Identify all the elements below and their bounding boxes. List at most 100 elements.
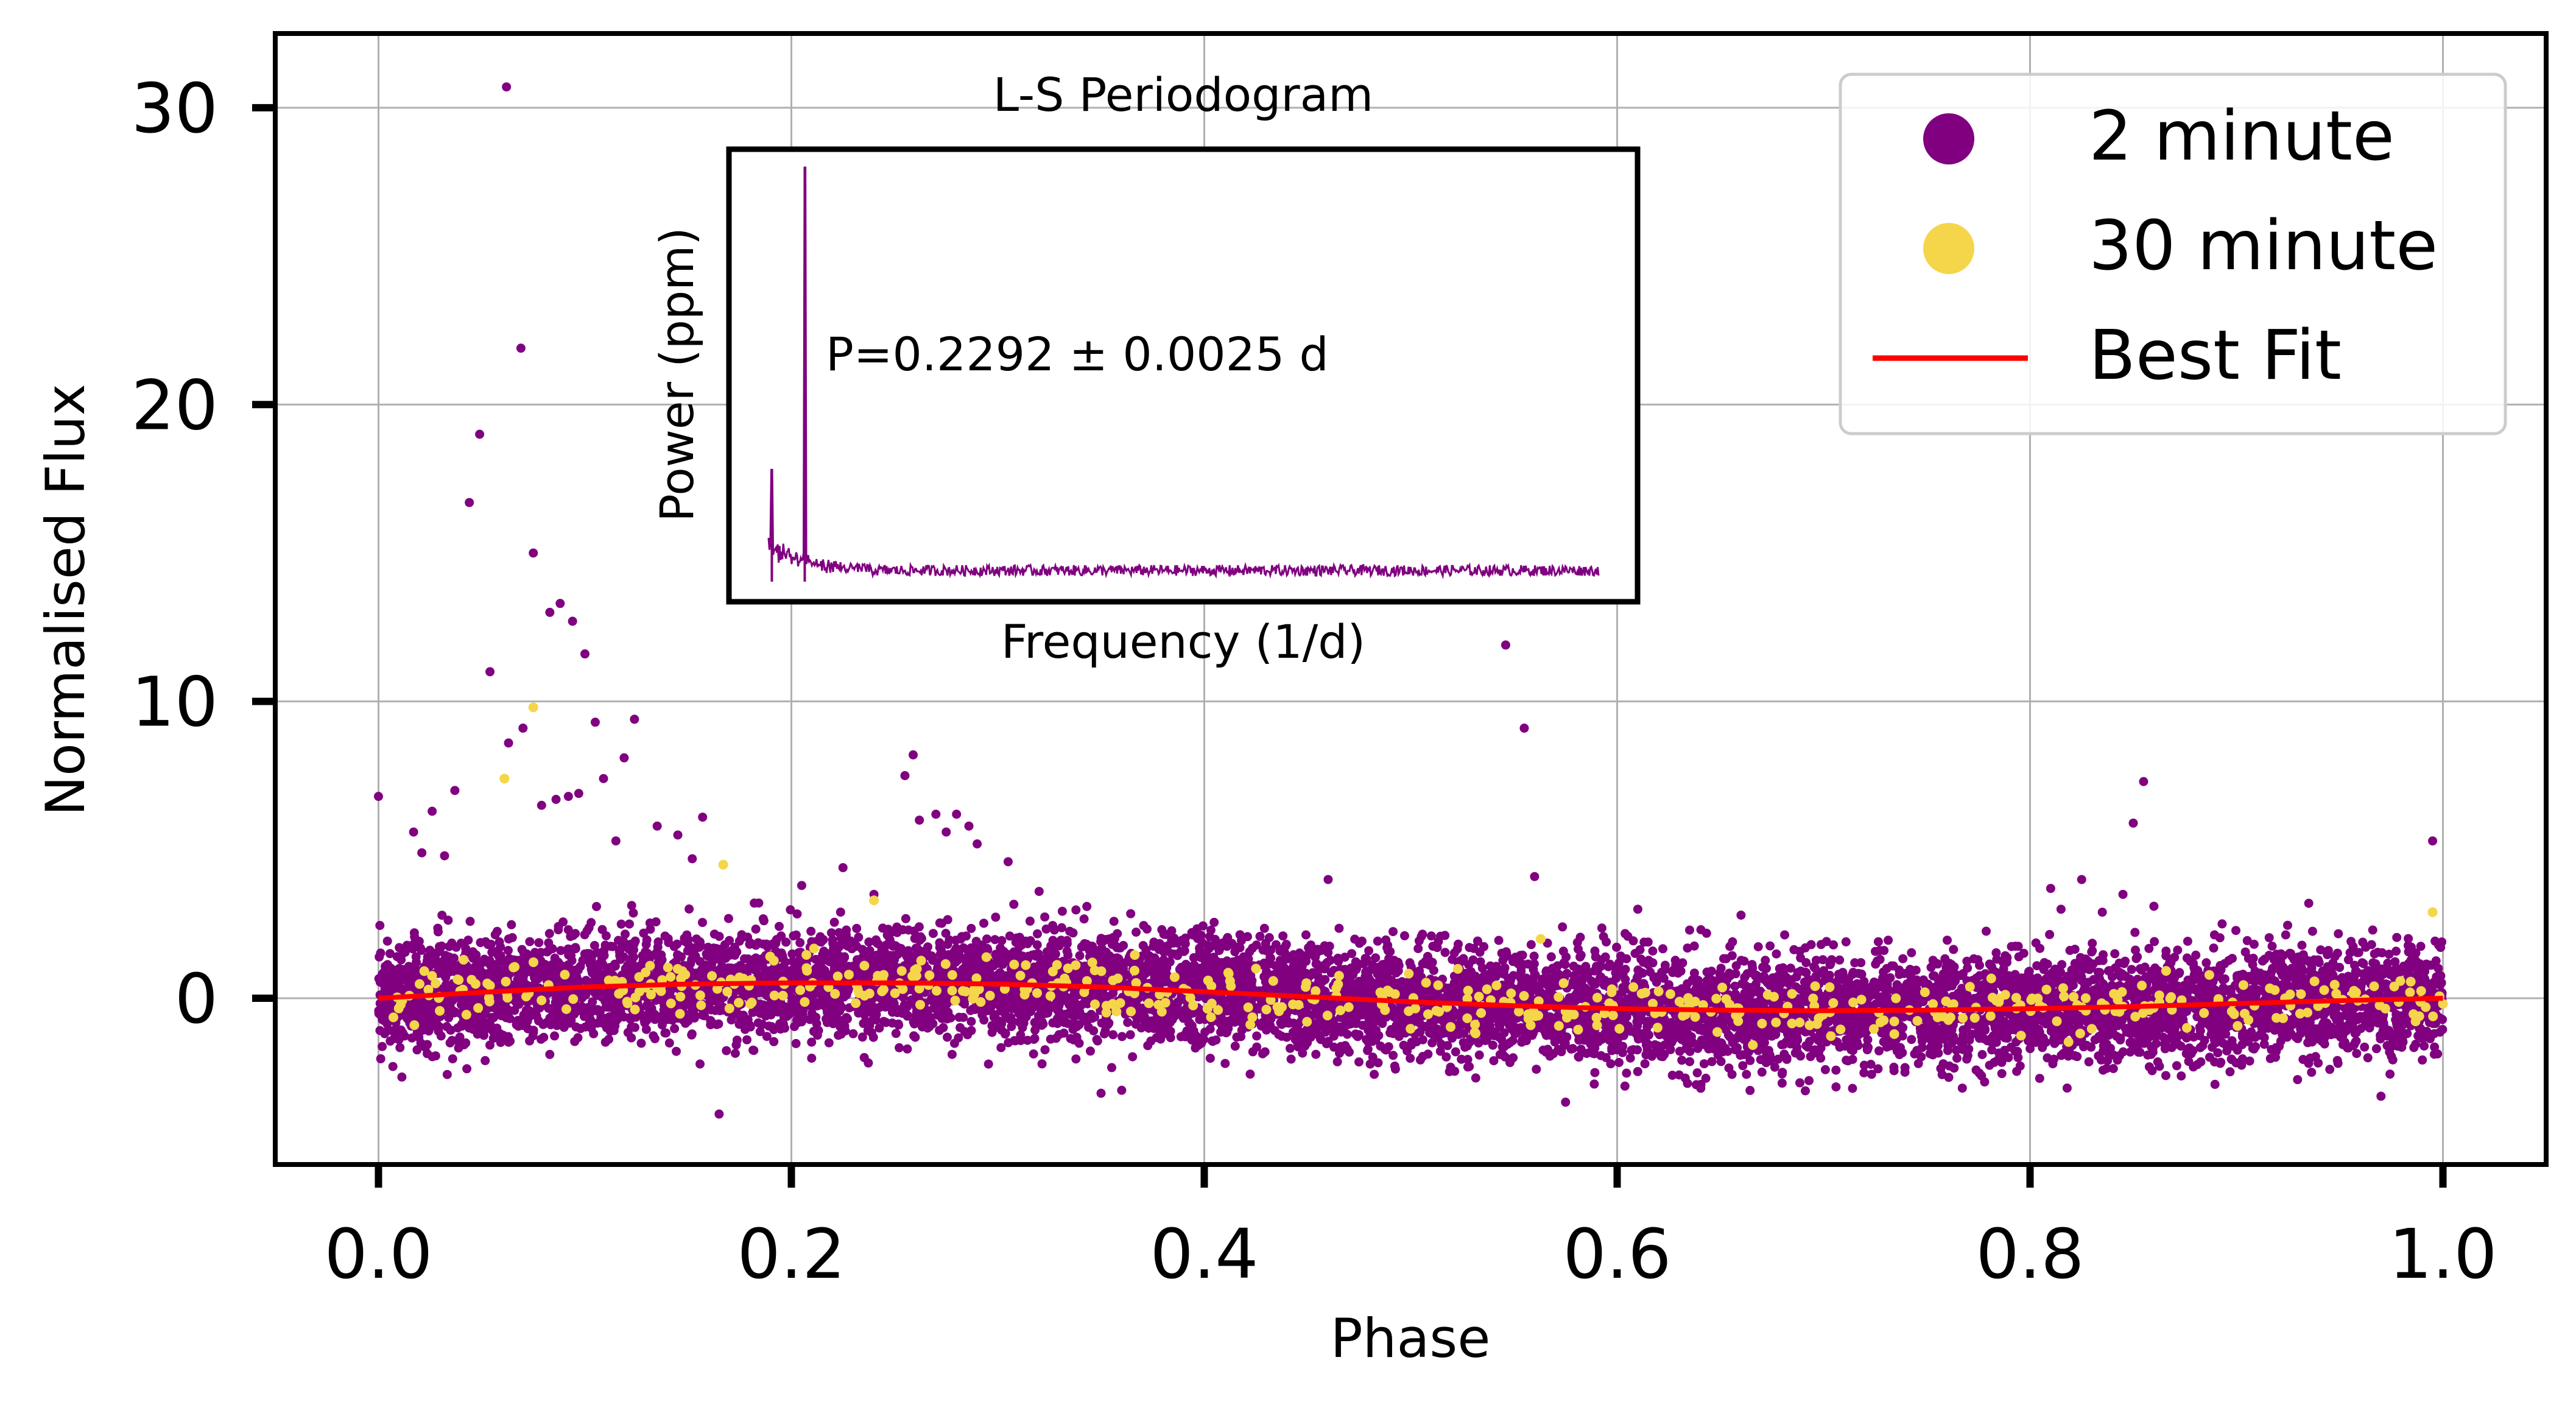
data-point-2-minute [536,1034,546,1044]
data-point-2-minute [2057,960,2067,970]
data-point-2-minute [1463,1055,1473,1064]
data-point-2-minute [504,946,513,955]
data-point-2-minute [873,939,882,948]
data-point-2-minute [1625,1053,1635,1063]
data-point-2-minute [1859,1068,1869,1077]
data-point-2-minute [836,907,845,917]
data-point-2-minute [943,940,952,950]
data-point-2-minute [2210,1079,2220,1089]
data-point-2-minute [2172,1061,2181,1071]
data-point-2-minute [2035,1074,2044,1084]
data-point-2-minute [1826,959,1835,968]
data-point-2-minute [639,1016,649,1026]
data-point-2-minute [1474,1050,1484,1060]
data-point-2-minute [2376,1031,2385,1040]
data-point-2-minute [672,939,682,949]
data-point-2-minute [2325,1065,2335,1074]
data-point-2-minute [599,946,609,956]
data-point-2-minute [1775,964,1784,973]
data-point-2-minute [1949,1063,1959,1073]
data-point-2-minute [1738,1061,1748,1071]
data-point-2-minute [1572,938,1582,947]
data-point-2-minute [2112,1032,2122,1041]
data-point-2-minute [550,1031,560,1041]
data-point-2-minute [1259,923,1269,933]
data-point-2-minute [1040,912,1050,922]
data-point-2-minute [1146,1036,1156,1046]
data-point-2-minute [1205,1024,1215,1034]
data-point-2-minute [1494,936,1504,945]
data-point-2-minute [2371,1044,2381,1054]
data-point-2-minute [534,938,544,948]
data-point-2-minute [2161,1071,2170,1080]
data-point-2-minute [2062,1084,2072,1093]
data-point-2-minute [2418,1055,2427,1065]
data-point-2-minute [1209,917,1219,927]
data-point-2-minute [2225,1067,2235,1077]
data-point-2-minute [1286,1054,1296,1064]
data-point-2-minute [1997,1069,2007,1079]
data-point-2-minute [2031,938,2041,948]
data-point-2-minute [1707,1057,1717,1066]
data-point-2-minute [462,1064,472,1074]
data-point-2-minute [1559,958,1569,968]
data-point-2-minute [1441,1052,1451,1062]
data-point-2-minute [1597,923,1606,933]
data-point-2-minute [432,948,442,957]
data-point-2-minute [621,929,630,939]
data-point-2-minute [571,943,580,953]
data-point-2-minute [943,1032,952,1042]
data-point-2-minute [1962,1024,1971,1034]
data-point-2-minute [923,942,932,952]
data-point-2-minute [795,938,805,948]
data-point-2-minute [695,1059,705,1069]
data-point-2-minute [1166,1033,1175,1043]
data-point-2-minute [1016,1036,1026,1045]
data-point-2-minute [1699,1059,1709,1069]
data-point-2-minute [1622,1068,1631,1078]
data-point-2-minute [2404,934,2413,943]
data-point-2-minute [1677,1055,1687,1065]
data-point-2-minute [2378,970,2388,979]
data-point-2-minute [1952,1054,1962,1063]
data-point-2-minute [380,1029,390,1038]
data-point-2-minute [2146,1049,2156,1059]
data-point-2-minute [2307,1068,2317,1077]
data-point-2-minute [1370,1069,1379,1079]
data-point-2-minute [758,914,768,924]
data-point-2-minute [2383,959,2393,968]
data-point-2-minute [1917,1043,1927,1052]
data-point-2-minute [2392,1011,2402,1021]
data-point-2-minute [663,934,673,943]
data-point-2-minute [1780,930,1790,940]
data-point-2-minute [1907,1035,1916,1045]
data-point-2-minute [1606,1059,1616,1069]
data-point-2-minute [2215,933,2225,943]
data-point-2-minute [378,1041,387,1051]
data-point-2-minute [1770,1062,1779,1072]
data-point-2-minute [826,928,836,938]
data-point-2-minute [2363,1053,2373,1063]
data-point-2-minute [1009,900,1019,909]
data-point-2-minute [1471,1073,1480,1083]
data-point-2-minute [1048,921,1058,931]
data-point-2-minute [1406,1054,1415,1063]
data-point-2-minute [1373,1058,1383,1068]
data-point-2-minute [2130,928,2140,937]
data-point-2-minute [895,1043,904,1052]
data-point-2-minute [1867,1069,1876,1079]
data-point-2-minute [1889,1062,1899,1072]
data-point-2-minute [2409,1043,2419,1052]
data-point-2-minute [592,901,601,911]
data-point-2-minute [2242,936,2252,945]
data-point-2-minute [1364,946,1374,956]
data-point-2-minute [397,1072,407,1082]
data-point-2-minute [1811,971,1821,981]
data-point-2-minute [385,949,395,959]
data-point-2-minute [2305,967,2315,976]
data-point-2-minute [546,1020,555,1029]
data-point-2-minute [2088,946,2097,956]
data-point-2-minute [601,931,611,940]
data-point-2-minute [395,1043,405,1052]
data-point-2-minute [1025,916,1035,926]
